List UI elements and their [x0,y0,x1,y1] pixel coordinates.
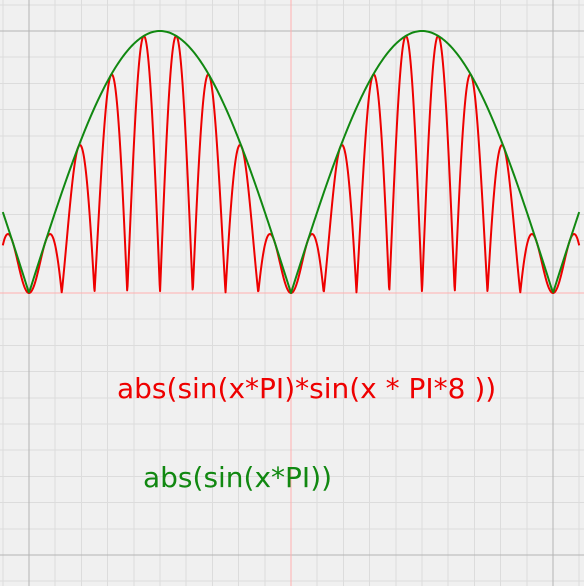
series-line-green [1,30,581,294]
formula-labels: abs(sin(x*PI)*sin(x * PI*8 )) abs(sin(x*… [117,372,496,494]
formula-label-green: abs(sin(x*PI)) [143,461,332,494]
formula-label-red: abs(sin(x*PI)*sin(x * PI*8 )) [117,372,496,405]
curves [1,30,581,294]
